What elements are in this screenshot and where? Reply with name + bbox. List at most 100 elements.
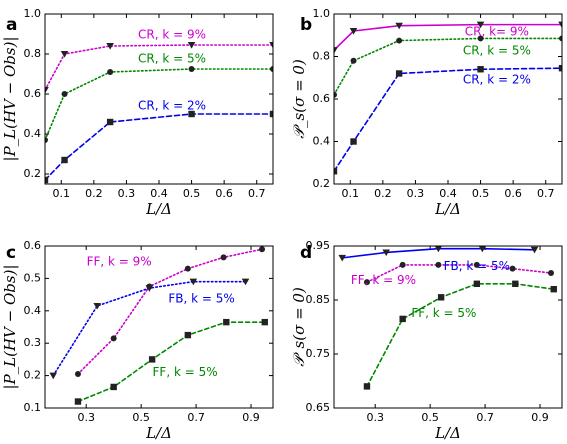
data-point bbox=[110, 383, 117, 391]
x-tick-label: 0.1 bbox=[53, 187, 71, 200]
panel-a: a 0.1 0.2 0.3 0.4 0.5 0.6 0.7 0.2 0.4 0.6 0.8 1.0 CR,… bbox=[1, 7, 274, 218]
y-tick-label: 1.0 bbox=[24, 7, 42, 20]
x-tick-label: 0.6 bbox=[215, 187, 233, 200]
series-label-cr-k-5: CR, k = 5% bbox=[463, 44, 531, 58]
series-cr-k-9 bbox=[45, 42, 273, 94]
data-point bbox=[548, 270, 555, 276]
y-tick-label: 0.5 bbox=[24, 271, 42, 284]
data-point bbox=[349, 28, 358, 35]
data-point bbox=[395, 70, 403, 77]
data-point bbox=[45, 137, 48, 143]
x-tick-label: 0.6 bbox=[504, 187, 522, 200]
series-cr-k-2 bbox=[45, 110, 273, 184]
series-line bbox=[366, 282, 555, 388]
x-tick-label: 0.4 bbox=[439, 187, 457, 200]
data-point bbox=[437, 294, 445, 301]
data-point bbox=[187, 42, 196, 49]
y-tick-label: 0.95 bbox=[306, 239, 331, 252]
y-tick-label: 1.0 bbox=[313, 7, 331, 20]
y-tick-label: 0.4 bbox=[24, 304, 42, 317]
series-line bbox=[366, 264, 552, 283]
data-point bbox=[110, 335, 117, 342]
data-point bbox=[106, 43, 114, 50]
series-label-ff-k-5: FF, k = 5% bbox=[411, 306, 476, 320]
y-axis-label: |P_L(HV − Obs)| bbox=[1, 265, 19, 390]
series-cr-k-2 bbox=[334, 64, 562, 175]
x-tick-label: 0.3 bbox=[77, 411, 95, 424]
data-point bbox=[259, 246, 266, 253]
y-tick-label: 0.2 bbox=[313, 177, 331, 190]
series-label-ff-k-9: FF, k = 9% bbox=[87, 255, 152, 269]
x-axis-label: L/Δ bbox=[145, 424, 172, 442]
data-point bbox=[61, 156, 68, 164]
data-point bbox=[558, 64, 562, 72]
series-ff-k-5 bbox=[74, 318, 268, 405]
data-point bbox=[74, 370, 81, 377]
series-label-ff-k-5: FF, k = 5% bbox=[153, 365, 218, 379]
data-point bbox=[473, 261, 480, 268]
series-label-cr-k-9: CR, k = 9% bbox=[138, 28, 206, 42]
data-point bbox=[473, 280, 481, 287]
data-point bbox=[261, 318, 268, 326]
y-axis-label: 𝒫_s(σ = 0) bbox=[290, 287, 308, 367]
data-point bbox=[334, 47, 338, 54]
data-point bbox=[334, 168, 338, 175]
series-label-cr-k-2: CR, k = 2% bbox=[138, 99, 206, 113]
series-label-fb-k-5: FB, k = 5% bbox=[168, 291, 234, 305]
data-point bbox=[399, 315, 406, 323]
y-tick-label: 0.85 bbox=[306, 293, 331, 306]
series-cr-k-5 bbox=[334, 35, 562, 98]
data-point bbox=[512, 280, 519, 287]
data-point bbox=[188, 110, 195, 118]
data-point bbox=[49, 372, 58, 380]
data-point bbox=[434, 246, 443, 253]
data-point bbox=[382, 249, 390, 257]
data-point bbox=[338, 254, 347, 262]
x-tick-label: 0.1 bbox=[342, 187, 360, 200]
data-point bbox=[269, 110, 273, 118]
y-axis-label: |P_L(HV − Obs)| bbox=[1, 37, 19, 162]
y-tick-label: 0.4 bbox=[313, 135, 331, 148]
panel-b: b 0.1 0.2 0.3 0.4 0.5 0.6 0.7 0.2 0.4 0.6 0.8 1.0 CR,… bbox=[290, 7, 563, 218]
x-tick-label: 0.7 bbox=[187, 411, 205, 424]
series-label-cr-k-5: CR, k = 5% bbox=[138, 52, 206, 66]
data-point bbox=[241, 278, 250, 286]
data-point bbox=[223, 318, 230, 326]
x-tick-label: 0.2 bbox=[85, 187, 103, 200]
y-tick-label: 0.8 bbox=[24, 47, 42, 60]
data-point bbox=[395, 22, 403, 30]
data-point bbox=[435, 261, 442, 268]
x-axis-label: L/Δ bbox=[145, 200, 172, 218]
data-point bbox=[350, 57, 357, 64]
data-point bbox=[107, 69, 114, 75]
series-ff-k-9 bbox=[363, 261, 555, 286]
data-point bbox=[477, 35, 484, 42]
data-point bbox=[61, 91, 68, 97]
data-point bbox=[350, 138, 357, 145]
x-tick-label: 0.5 bbox=[421, 411, 439, 424]
y-tick-label: 0.3 bbox=[24, 336, 42, 349]
y-tick-label: 0.6 bbox=[313, 92, 331, 105]
plot-frame bbox=[44, 13, 274, 185]
panel-letter: b bbox=[300, 15, 312, 35]
data-point bbox=[188, 66, 195, 72]
data-point bbox=[220, 254, 227, 261]
series-ff-k-5 bbox=[363, 280, 557, 390]
data-point bbox=[476, 21, 485, 29]
panel-letter: c bbox=[6, 243, 16, 263]
series-line bbox=[77, 321, 266, 403]
data-point bbox=[93, 302, 101, 310]
data-point bbox=[269, 42, 273, 49]
data-point bbox=[477, 66, 484, 73]
y-tick-label: 0.8 bbox=[313, 50, 331, 63]
plot-frame bbox=[333, 245, 563, 409]
data-point bbox=[45, 87, 49, 94]
x-tick-label: 0.5 bbox=[132, 411, 150, 424]
plot-frame bbox=[44, 245, 274, 409]
panel-c: c 0.3 0.5 0.7 0.9 0.1 0.2 0.3 0.4 0.5 0.6 FF, k = 9… bbox=[1, 239, 274, 442]
series-cr-k-9 bbox=[334, 21, 562, 54]
data-point bbox=[558, 21, 562, 29]
y-tick-label: 0.4 bbox=[24, 127, 42, 140]
panel-d: d 0.3 0.5 0.7 0.9 0.65 0.75 0.85 0.95 FB, k = 5% F… bbox=[290, 239, 563, 442]
